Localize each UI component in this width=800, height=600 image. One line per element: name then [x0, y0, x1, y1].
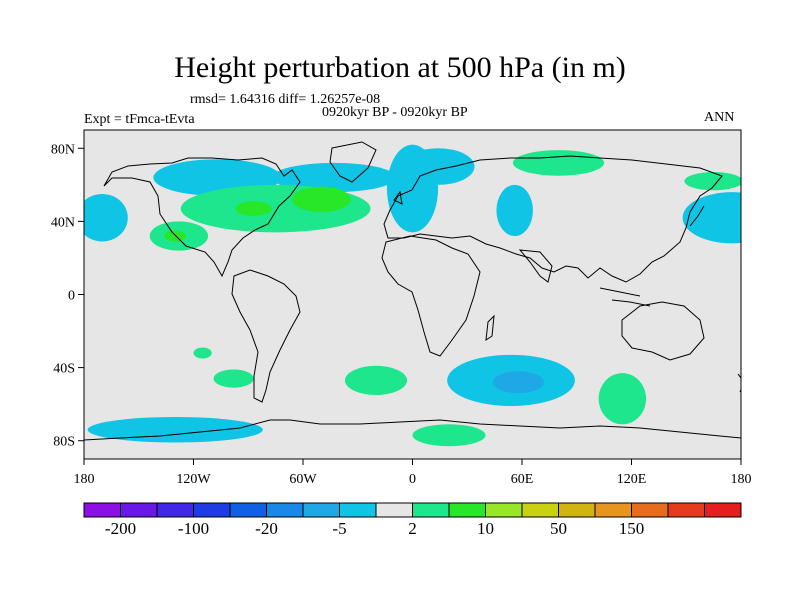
coastline-layer [84, 141, 741, 441]
coastline-madagascar [485, 314, 495, 342]
contour-region-9 [492, 371, 544, 394]
latitude-axis: 80N 40N 0 40S 80S [51, 142, 84, 450]
colorbar-swatch-16 [667, 502, 705, 518]
experiment-label: Expt = tFmca-tEvta [84, 112, 195, 127]
colorbar-label-0: -200 [105, 519, 136, 538]
colorbar-label-3: -5 [332, 519, 346, 538]
coastline-british-isles [393, 190, 403, 205]
colorbar-swatch-6 [302, 502, 340, 518]
coastline-indonesia [599, 287, 651, 307]
lon-tick-label-5: 120E [617, 472, 647, 487]
longitude-axis: 180 120W 60W 0 60E 120E 180 [74, 459, 752, 487]
period-label: 0920kyr BP - 0920kyr BP [322, 105, 468, 120]
lat-tick-label-1: 40N [51, 215, 75, 230]
colorbar-swatch-1 [120, 502, 158, 518]
colorbar-swatch-2 [156, 502, 194, 518]
colorbar-swatch-7 [339, 502, 377, 518]
lat-tick-label-4: 80S [53, 435, 75, 450]
colorbar-label-2: -20 [255, 519, 278, 538]
map-title: Height perturbation at 500 hPa (in m) [174, 51, 626, 84]
colorbar-swatch-11 [485, 502, 523, 518]
colorbar-swatch-8 [375, 502, 413, 518]
colorbar: -200 -100 -20 -5 2 10 50 150 [83, 502, 742, 538]
colorbar-swatch-5 [266, 502, 304, 518]
colorbar-swatch-3 [193, 502, 231, 518]
coastline-india [518, 249, 553, 283]
coastline-australia [621, 301, 705, 361]
colorbar-label-6: 50 [550, 519, 567, 538]
lat-tick-label-2: 0 [68, 289, 75, 304]
contour-region-5 [84, 193, 128, 242]
colorbar-label-5: 10 [477, 519, 494, 538]
contour-region-4 [496, 184, 533, 237]
colorbar-swatch-10 [448, 502, 486, 518]
colorbar-label-7: 150 [619, 519, 645, 538]
coastline-greenland [329, 141, 377, 183]
lat-tick-label-3: 40S [53, 362, 75, 377]
contour-region-18 [412, 424, 486, 447]
season-label: ANN [704, 110, 735, 125]
contour-region-3 [401, 148, 475, 185]
contour-region-8 [87, 416, 263, 443]
coastline-africa [381, 235, 481, 357]
contour-region-17 [598, 373, 647, 425]
contour-region-16 [193, 347, 212, 359]
colorbar-swatch-12 [521, 502, 559, 518]
coastline-antarctica [84, 419, 741, 441]
contour-region-19 [292, 186, 351, 213]
colorbar-label-1: -100 [178, 519, 209, 538]
lon-tick-label-1: 120W [176, 472, 211, 487]
contour-region-21 [164, 230, 187, 242]
plot-area [83, 129, 742, 460]
contour-region-20 [235, 201, 272, 216]
coastline-north-america [103, 157, 301, 278]
coastline-new-zealand [737, 373, 741, 393]
contour-region-13 [684, 172, 741, 191]
colorbar-swatch-0 [83, 502, 121, 518]
coastline-japan [689, 205, 705, 227]
contour-region-12 [512, 150, 605, 176]
colorbar-label-4: 2 [408, 519, 417, 538]
contour-region-6 [682, 192, 741, 244]
colorbar-swatch-4 [229, 502, 267, 518]
coastline-eurasia [383, 155, 723, 283]
contour-region-15 [213, 369, 254, 388]
rmsd-diff-stats: rmsd= 1.64316 diff= 1.26257e-08 [190, 92, 381, 107]
lon-tick-label-3: 0 [409, 472, 416, 487]
lon-tick-label-4: 60E [511, 472, 534, 487]
lon-tick-label-0: 180 [74, 472, 95, 487]
colorbar-swatch-15 [631, 502, 669, 518]
contour-region-14 [344, 365, 408, 396]
colorbar-swatch-9 [412, 502, 450, 518]
coastline-south-america [231, 269, 301, 403]
colorbar-swatch-13 [558, 502, 596, 518]
colorbar-swatch-14 [594, 502, 632, 518]
colorbar-swatch-17 [704, 502, 742, 518]
lat-tick-label-0: 80N [51, 142, 75, 157]
lon-tick-label-2: 60W [289, 472, 317, 487]
lon-tick-label-6: 180 [731, 472, 752, 487]
